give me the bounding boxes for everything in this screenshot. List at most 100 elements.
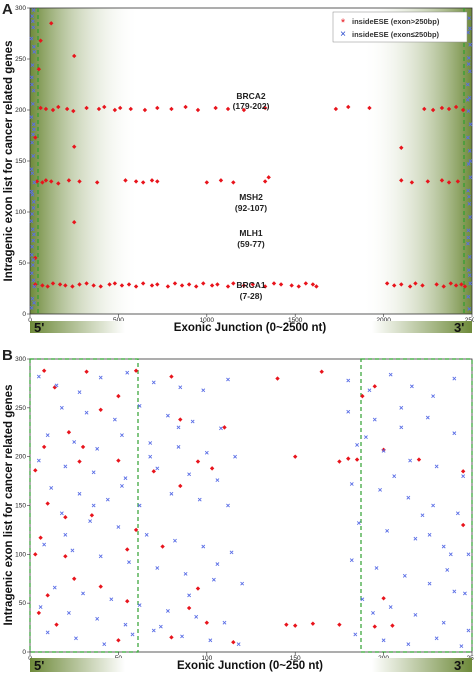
y-axis-title: Intragenic exon list for cancer related … — [3, 385, 15, 626]
data-point-long-exon — [413, 281, 418, 286]
data-point-short-exon — [173, 538, 177, 543]
data-point-long-exon — [381, 596, 386, 601]
data-point-long-exon — [119, 283, 125, 288]
data-point-long-exon — [218, 178, 224, 183]
data-point-long-exon — [225, 284, 231, 289]
data-point-short-exon — [465, 97, 470, 102]
data-point-short-exon — [88, 519, 93, 524]
data-point-short-exon — [123, 476, 128, 481]
x-tick-label: 2500 — [465, 317, 474, 324]
data-point-short-exon — [434, 636, 439, 641]
legend: * insideESE (exon>250bp) × insideESE (ex… — [332, 11, 468, 43]
data-point-short-exon — [190, 419, 195, 424]
data-point-short-exon — [360, 597, 365, 602]
data-point-short-exon — [30, 192, 35, 197]
data-point-long-exon — [193, 284, 199, 289]
data-point-long-exon — [275, 376, 280, 381]
data-point-short-exon — [137, 603, 142, 608]
data-point-long-exon — [107, 282, 112, 287]
y-tick-label: 200 — [15, 107, 26, 114]
data-point-long-exon — [80, 444, 86, 450]
data-point-short-exon — [176, 444, 181, 449]
gradient-3-prime — [362, 8, 472, 314]
data-point-short-exon — [431, 394, 436, 399]
data-point-short-exon — [59, 511, 64, 516]
data-point-short-exon — [32, 300, 36, 305]
data-point-long-exon — [231, 281, 236, 286]
data-point-long-exon — [98, 284, 103, 289]
plot-frame — [29, 358, 473, 653]
data-point-short-exon — [30, 227, 35, 232]
data-point-short-exon — [399, 405, 404, 410]
data-point-long-exon — [186, 282, 192, 287]
data-point-long-exon — [140, 281, 146, 286]
data-point-short-exon — [30, 171, 35, 176]
data-point-long-exon — [262, 284, 268, 289]
data-point-long-exon — [84, 369, 89, 374]
data-point-short-exon — [452, 431, 457, 436]
data-point-short-exon — [353, 632, 358, 637]
data-point-short-exon — [30, 14, 35, 19]
data-point-short-exon — [31, 44, 36, 49]
data-point-short-exon — [467, 306, 472, 311]
data-point-short-exon — [229, 550, 234, 555]
data-point-short-exon — [222, 620, 227, 625]
data-point-short-exon — [29, 189, 34, 194]
data-point-short-exon — [120, 433, 124, 438]
data-point-short-exon — [466, 241, 470, 246]
data-point-short-exon — [42, 542, 47, 547]
y-tick-label: 150 — [15, 503, 26, 510]
gene-range-brca2: (179-202) — [233, 101, 270, 111]
data-point-long-exon — [204, 620, 209, 625]
y-tick-label: 250 — [15, 405, 26, 412]
data-point-short-exon — [187, 472, 192, 477]
data-point-long-exon — [63, 283, 68, 288]
data-point-short-exon — [392, 474, 397, 479]
data-point-short-exon — [31, 278, 36, 283]
data-point-short-exon — [445, 568, 450, 572]
data-point-long-exon — [448, 281, 453, 286]
edge-shading — [30, 8, 472, 314]
data-point-long-exon — [284, 622, 289, 627]
data-point-short-exon — [215, 562, 220, 567]
data-point-long-exon — [149, 178, 155, 183]
data-point-short-exon — [178, 385, 183, 390]
data-point-long-exon — [310, 282, 316, 287]
data-point-long-exon — [213, 105, 218, 111]
data-points — [33, 368, 471, 649]
data-point-short-exon — [29, 305, 34, 310]
data-point-short-exon — [466, 56, 471, 60]
data-point-short-exon — [355, 443, 359, 447]
data-point-short-exon — [77, 390, 82, 395]
data-point-long-exon — [453, 283, 459, 288]
data-point-long-exon — [462, 284, 468, 289]
panel-b: B 0 50 100 150 200 250 300 0 50 100 150 200 250 5' … — [2, 347, 474, 673]
data-point-short-exon — [31, 199, 36, 204]
data-point-short-exon — [388, 372, 393, 377]
data-point-long-exon — [399, 282, 404, 287]
x-axis-title: Exonic Junction (0~2500 nt) — [174, 322, 327, 334]
data-point-short-exon — [183, 571, 188, 576]
boundary-box-3-prime — [360, 358, 473, 653]
data-point-short-exon — [466, 628, 471, 633]
data-point-long-exon — [169, 106, 174, 112]
panel-label: A — [2, 1, 13, 18]
data-point-long-exon — [63, 515, 68, 520]
data-point-long-exon — [38, 38, 43, 43]
x-tick-label: 2000 — [376, 317, 391, 324]
data-point-short-exon — [467, 254, 472, 259]
data-point-long-exon — [142, 107, 148, 113]
data-point-long-exon — [250, 282, 255, 287]
data-point-long-exon — [125, 599, 130, 604]
data-point-short-exon — [31, 8, 36, 12]
data-point-long-exon — [128, 106, 133, 112]
data-point-long-exon — [430, 107, 436, 113]
data-point-long-exon — [72, 576, 77, 581]
data-point-short-exon — [29, 271, 34, 276]
data-point-short-exon — [466, 109, 471, 113]
y-tick-label: 150 — [15, 158, 26, 165]
data-point-short-exon — [349, 482, 354, 486]
data-point-short-exon — [467, 201, 472, 206]
data-point-short-exon — [381, 448, 386, 453]
gene-name-brca2: BRCA2 — [236, 91, 266, 101]
